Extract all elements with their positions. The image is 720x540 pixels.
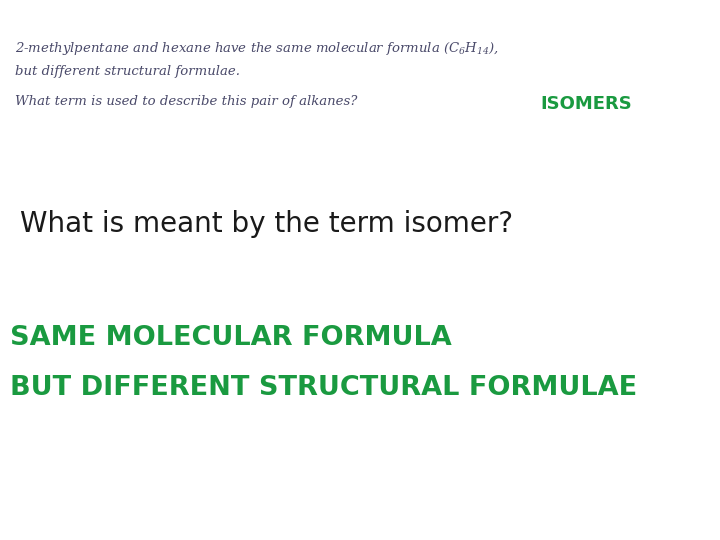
Text: What term is used to describe this pair of alkanes?: What term is used to describe this pair …: [15, 95, 366, 108]
Text: ISOMERS: ISOMERS: [540, 95, 631, 113]
Text: BUT DIFFERENT STRUCTURAL FORMULAE: BUT DIFFERENT STRUCTURAL FORMULAE: [10, 375, 637, 401]
Text: What is meant by the term isomer?: What is meant by the term isomer?: [20, 210, 513, 238]
Text: SAME MOLECULAR FORMULA: SAME MOLECULAR FORMULA: [10, 325, 451, 351]
Text: 2-methylpentane and hexane have the same molecular formula ($\mathregular{C_6H_{: 2-methylpentane and hexane have the same…: [15, 40, 499, 57]
Text: but different structural formulae.: but different structural formulae.: [15, 65, 240, 78]
